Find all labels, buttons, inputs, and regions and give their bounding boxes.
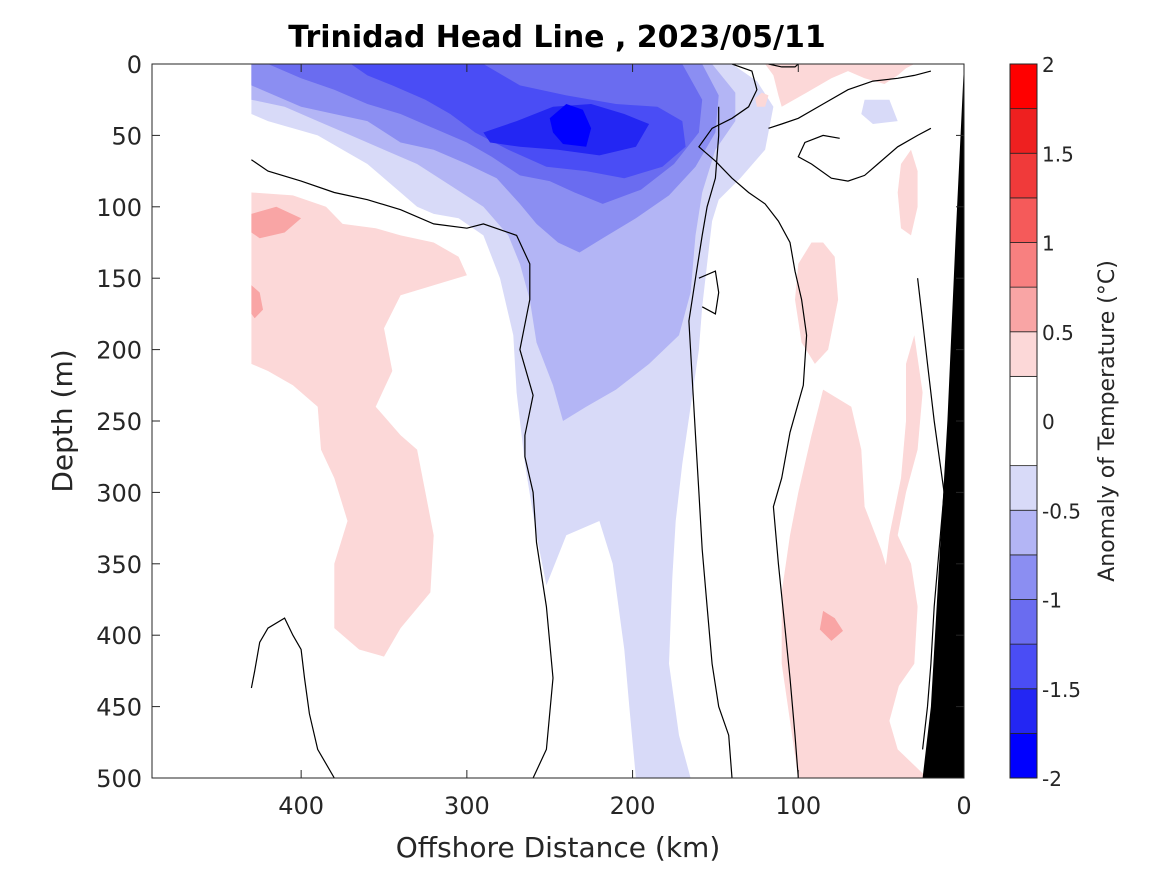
plot-area: 400 300 200 100 0 0 50 100 150 200 250 300 350 400 45…: [96, 51, 972, 820]
warm-anomaly-spot: [755, 92, 769, 107]
y-tick-label: 450: [96, 694, 142, 722]
warm-anomaly-region: [897, 149, 918, 236]
x-tick-label: 400: [278, 792, 324, 820]
x-tick-label: 300: [444, 792, 490, 820]
warm-anomaly-region: [765, 64, 915, 107]
colorbar-tick-label: 2: [1042, 53, 1055, 77]
y-axis: 0 50 100 150 200 250 300 350 400 450 500: [96, 51, 964, 793]
colorbar-band: [1009, 509, 1038, 556]
colorbar-tick-label: -2: [1042, 767, 1062, 791]
colorbar-band: [1009, 197, 1038, 243]
zero-contour-line: [250, 617, 335, 778]
colorbar-band: [1009, 286, 1038, 333]
colorbar-tick-label: -1: [1042, 589, 1062, 613]
zero-contour-line: [698, 64, 808, 778]
colorbar-title: Anomaly of Temperature (°C): [1095, 260, 1120, 582]
zero-contour-line: [768, 70, 932, 129]
x-axis-title: Offshore Distance (km): [396, 831, 721, 864]
colorbar-band: [1009, 375, 1038, 467]
y-tick-label: 250: [96, 408, 142, 436]
zero-contour-line: [797, 127, 932, 182]
x-axis: 400 300 200 100 0: [278, 64, 972, 820]
y-tick-label: 0: [127, 51, 142, 79]
colorbar-frame: [1009, 63, 1038, 779]
colorbar-tick-label: -1.5: [1042, 678, 1081, 702]
warm-anomaly-region: [881, 335, 923, 693]
colorbar-band: [1009, 465, 1038, 511]
colorbar-band: [1009, 643, 1038, 690]
y-tick-label: 150: [96, 265, 142, 293]
zero-contour-line: [688, 106, 733, 778]
y-tick-label: 200: [96, 337, 142, 365]
colorbar-tick-label: 0.5: [1042, 321, 1074, 345]
colorbar-band: [1009, 108, 1038, 154]
colorbar-band: [1009, 152, 1038, 199]
x-tick-label: 200: [610, 792, 656, 820]
colorbar-tick-label: 1: [1042, 232, 1055, 256]
colorbar-band: [1009, 63, 1038, 110]
x-tick-label: 0: [956, 792, 971, 820]
y-tick-label: 350: [96, 551, 142, 579]
cold-anomaly-small-region: [861, 99, 898, 124]
colorbar-band: [1009, 242, 1038, 288]
land-mask: [922, 64, 964, 778]
colorbar-tick-label: 1.5: [1042, 142, 1074, 166]
zero-contour-line: [698, 270, 720, 315]
y-tick-label: 400: [96, 622, 142, 650]
y-tick-label: 500: [96, 765, 142, 793]
chart-title: Trinidad Head Line , 2023/05/11: [288, 20, 825, 55]
colorbar-band: [1009, 599, 1038, 645]
colorbar-tick-label: 0: [1042, 410, 1055, 434]
y-tick-label: 50: [111, 122, 142, 150]
colorbar-band: [1009, 688, 1038, 734]
warm-anomaly-spot: [251, 206, 302, 239]
warm-anomaly-spot: [251, 285, 263, 319]
warm-anomaly-spot: [819, 610, 843, 641]
zero-contour-line: [768, 64, 799, 68]
cold-anomaly-core: [549, 104, 592, 147]
anomaly-field: [250, 64, 964, 778]
x-tick-label: 100: [775, 792, 821, 820]
warm-anomaly-region: [251, 192, 467, 657]
zero-contour-line: [251, 159, 554, 778]
y-tick-label: 300: [96, 479, 142, 507]
colorbar-band: [1009, 554, 1038, 600]
y-tick-label: 100: [96, 194, 142, 222]
colorbar: 2 1.5 1 0.5 0 -0.5 -1 -1.5 -2: [1009, 53, 1081, 791]
colorbar-band: [1009, 331, 1038, 377]
y-axis-title: Depth (m): [46, 349, 79, 492]
colorbar-band: [1009, 732, 1038, 779]
colorbar-tick-label: -0.5: [1042, 499, 1081, 523]
